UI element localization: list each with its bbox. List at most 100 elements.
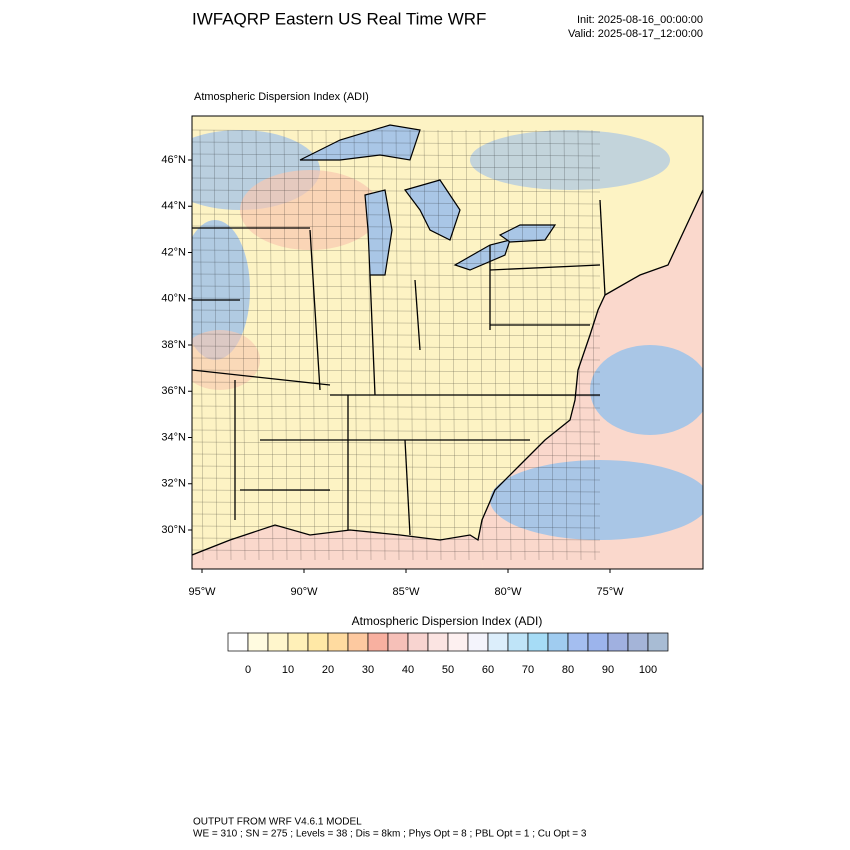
map — [192, 116, 703, 569]
axis-labels: 46°N 44°N 42°N 40°N 38°N 36°N 34°N 32°N 30°N 95°W… — [161, 154, 624, 598]
lon-label: 80°W — [494, 586, 522, 598]
colorbar-box — [587, 632, 609, 652]
colorbar-box — [227, 632, 249, 652]
colorbar-box — [607, 632, 629, 652]
county-line — [192, 381, 601, 385]
colorbar-label: 70 — [522, 664, 534, 676]
county-line — [192, 165, 601, 169]
colorbar-box — [327, 632, 349, 652]
colorbar-label: 80 — [562, 664, 574, 676]
county-line — [409, 129, 414, 561]
county-line — [591, 129, 596, 561]
colorbar-box — [567, 632, 589, 652]
county-line — [192, 273, 601, 277]
colorbar-box — [307, 632, 329, 652]
county-line — [192, 429, 601, 433]
county-line — [192, 405, 601, 409]
colorbar-box — [647, 632, 669, 652]
colorbar-label: 10 — [282, 664, 294, 676]
county-line — [192, 201, 601, 205]
colorbar-box — [407, 632, 429, 652]
lat-label: 42°N — [161, 246, 186, 258]
county-line — [269, 129, 274, 561]
colorbar-box — [527, 632, 549, 652]
county-line — [451, 129, 456, 561]
colorbar-box — [467, 632, 489, 652]
county-line — [192, 417, 601, 421]
colorbar-box — [387, 632, 409, 652]
county-line — [192, 153, 601, 157]
county-line — [192, 345, 601, 349]
county-line — [192, 237, 601, 241]
county-line — [192, 453, 601, 457]
county-line — [192, 225, 601, 229]
county-line — [395, 129, 400, 561]
county-line — [192, 525, 601, 529]
county-line — [437, 129, 442, 561]
county-line — [325, 129, 330, 561]
colorbar-label: 90 — [602, 664, 614, 676]
county-line — [535, 129, 540, 561]
colorbar-box — [247, 632, 269, 652]
colorbar-label: 100 — [639, 664, 657, 676]
county-line — [192, 141, 601, 145]
county-line — [192, 261, 601, 265]
footer-line: WE = 310 ; SN = 275 ; Levels = 38 ; Dis … — [193, 829, 587, 840]
lat-label: 46°N — [161, 154, 186, 166]
footer-line: OUTPUT FROM WRF V4.6.1 MODEL — [193, 817, 362, 828]
colorbar-box — [507, 632, 529, 652]
county-line — [339, 129, 344, 561]
colorbar-label: 50 — [442, 664, 454, 676]
county-line — [192, 477, 601, 481]
county-line — [549, 129, 554, 561]
county-line — [192, 441, 601, 445]
colorbar-box — [627, 632, 649, 652]
lat-label: 38°N — [161, 339, 186, 351]
county-line — [283, 129, 288, 561]
county-line — [241, 129, 246, 561]
county-line — [192, 297, 601, 301]
valid-time: Valid: 2025-08-17_12:00:00 — [568, 28, 703, 40]
county-line — [367, 129, 372, 561]
county-line — [465, 129, 470, 561]
county-line — [577, 129, 582, 561]
county-line — [521, 129, 526, 561]
county-line — [192, 213, 601, 217]
county-line — [493, 129, 498, 561]
colorbar-label: 30 — [362, 664, 374, 676]
county-line — [423, 129, 428, 561]
county-line — [192, 513, 601, 517]
county-line — [353, 129, 358, 561]
title: IWFAQRP Eastern US Real Time WRF — [192, 9, 486, 28]
lat-label: 32°N — [161, 478, 186, 490]
county-line — [507, 129, 512, 561]
county-line — [192, 357, 601, 361]
colorbar: 0 10 20 30 40 50 60 70 80 90 100 — [227, 632, 669, 676]
plot-title: Atmospheric Dispersion Index (ADI) — [194, 91, 369, 103]
init-time: Init: 2025-08-16_00:00:00 — [577, 14, 703, 26]
colorbar-box — [347, 632, 369, 652]
colorbar-box — [487, 632, 509, 652]
county-line — [192, 489, 601, 493]
county-line — [192, 549, 601, 553]
lat-label: 40°N — [161, 293, 186, 305]
county-line — [192, 465, 601, 469]
county-line — [192, 393, 601, 397]
county-line — [192, 501, 601, 505]
county-line — [192, 369, 601, 373]
colorbar-box — [267, 632, 289, 652]
colorbar-box — [447, 632, 469, 652]
lat-label: 34°N — [161, 431, 186, 443]
county-line — [227, 129, 232, 561]
lon-label: 85°W — [392, 586, 420, 598]
lat-label: 36°N — [161, 385, 186, 397]
county-line — [192, 189, 601, 193]
colorbar-label: 20 — [322, 664, 334, 676]
county-line — [479, 129, 484, 561]
map-frame — [191, 115, 704, 570]
lon-label: 95°W — [188, 586, 216, 598]
county-line — [213, 129, 218, 561]
county-line — [192, 309, 601, 313]
lon-label: 75°W — [596, 586, 624, 598]
